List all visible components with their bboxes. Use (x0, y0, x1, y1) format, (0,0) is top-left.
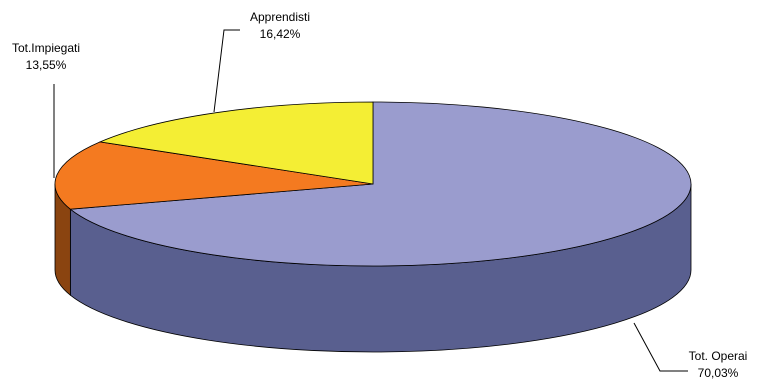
leader-lines (53, 29, 688, 372)
label-value-tot-operai: 70,03% (698, 366, 739, 380)
pie-slice-apprendisti (98, 101, 374, 185)
data-labels: Tot. Operai 70,03% Tot.Impiegati 13,55% Appr… (12, 10, 747, 380)
label-name-apprendisti: Apprendisti (250, 10, 310, 24)
pie-slice-tot-impiegati (54, 141, 374, 210)
pie-tops (54, 101, 692, 267)
leader-line-tot-operai (633, 322, 688, 372)
label-name-tot-operai: Tot. Operai (689, 349, 748, 363)
label-value-tot-impiegati: 13,55% (26, 58, 67, 72)
pie-slice-tot-operai (69, 101, 692, 267)
label-value-apprendisti: 16,42% (260, 27, 301, 41)
leader-line-apprendisti (213, 29, 240, 113)
label-name-tot-impiegati: Tot.Impiegati (12, 41, 80, 55)
